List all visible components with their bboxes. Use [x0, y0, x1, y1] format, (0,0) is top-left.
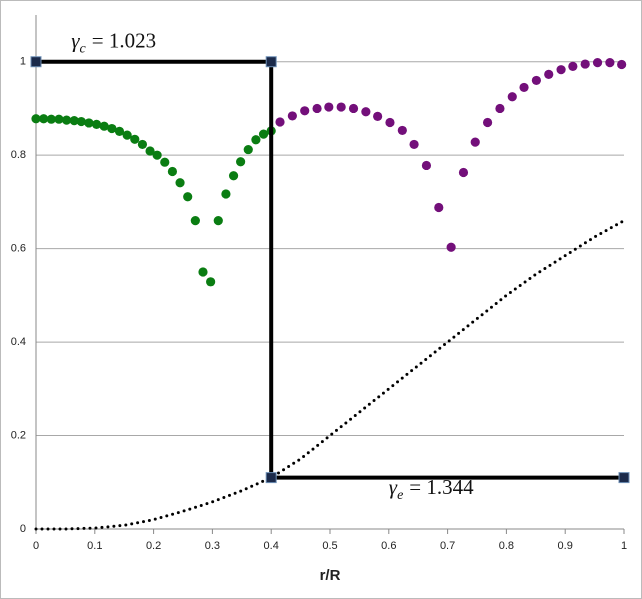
point — [312, 103, 322, 114]
point — [605, 58, 615, 68]
point — [434, 202, 444, 213]
point — [556, 65, 566, 75]
point — [84, 118, 94, 128]
point — [54, 114, 64, 124]
point — [190, 216, 200, 226]
point — [206, 277, 216, 287]
point — [348, 103, 359, 114]
x-tick-label: 0.5 — [322, 540, 337, 552]
point — [544, 69, 554, 79]
point — [617, 59, 627, 70]
point — [275, 117, 285, 127]
annotation-subscript: c — [80, 42, 87, 57]
point — [130, 134, 140, 144]
x-tick-label: 0.3 — [205, 540, 220, 552]
point — [421, 160, 432, 171]
point — [160, 157, 170, 167]
y-tick-label: 1 — [20, 56, 26, 68]
point — [31, 114, 41, 124]
point — [152, 150, 162, 160]
x-tick-label: 0.6 — [381, 540, 396, 552]
point — [495, 103, 505, 114]
point — [114, 126, 125, 136]
point — [373, 111, 383, 121]
point — [324, 102, 334, 112]
point — [265, 56, 277, 68]
point — [69, 116, 79, 126]
point — [30, 56, 42, 68]
point — [592, 58, 603, 68]
point — [531, 75, 541, 86]
line — [34, 219, 626, 531]
y-tick-label: 0 — [20, 523, 26, 535]
point — [213, 216, 223, 226]
annotation-text: = 1.344 — [409, 475, 474, 499]
point — [580, 59, 590, 69]
point — [122, 130, 132, 140]
point — [507, 92, 517, 102]
point — [409, 139, 419, 150]
point — [236, 157, 246, 167]
point — [243, 144, 253, 155]
point — [198, 267, 208, 277]
x-tick-label: 0.2 — [146, 540, 161, 552]
point — [287, 111, 297, 121]
point — [519, 82, 529, 93]
point — [361, 107, 371, 117]
point — [251, 135, 261, 145]
point — [482, 117, 493, 128]
annotation: γc = 1.023 — [71, 29, 156, 57]
x-tick-label: 1 — [621, 540, 627, 552]
point — [221, 189, 231, 199]
point — [167, 166, 178, 177]
y-tick-label: 0.8 — [11, 149, 26, 161]
y-tick-label: 0.6 — [11, 243, 26, 255]
point — [385, 117, 395, 128]
point — [39, 114, 49, 124]
x-tick-label: 0.4 — [264, 540, 279, 552]
line — [36, 59, 624, 480]
point — [618, 472, 630, 484]
annotation-text: = 1.023 — [92, 29, 156, 53]
point — [91, 119, 102, 129]
y-tick-label: 0.2 — [11, 429, 26, 441]
x-tick-label: 0.7 — [440, 540, 455, 552]
point — [470, 137, 480, 147]
x-tick-label: 0.8 — [499, 540, 514, 552]
point — [300, 106, 310, 116]
point — [183, 192, 193, 202]
point — [61, 115, 72, 125]
x-tick-label: 0.1 — [87, 540, 102, 552]
annotation-symbol: γ — [71, 29, 80, 53]
x-tick-label: 0.9 — [558, 540, 573, 552]
point — [76, 116, 86, 127]
point — [107, 123, 117, 134]
point — [145, 146, 155, 156]
point — [46, 114, 56, 124]
annotation: γe = 1.344 — [389, 475, 474, 503]
point — [397, 125, 407, 136]
point — [446, 242, 456, 252]
annotation-symbol: γ — [389, 475, 398, 499]
x-axis-label: r/R — [320, 567, 341, 584]
point — [336, 102, 346, 112]
annotation-subscript: e — [397, 488, 403, 503]
point — [265, 472, 277, 484]
point — [458, 167, 469, 178]
point — [137, 139, 148, 150]
point — [568, 61, 578, 71]
point — [228, 171, 239, 181]
point — [175, 178, 185, 188]
x-tick-label: 0 — [33, 540, 39, 552]
point — [258, 129, 269, 139]
point — [99, 121, 109, 131]
y-tick-label: 0.4 — [11, 336, 26, 348]
